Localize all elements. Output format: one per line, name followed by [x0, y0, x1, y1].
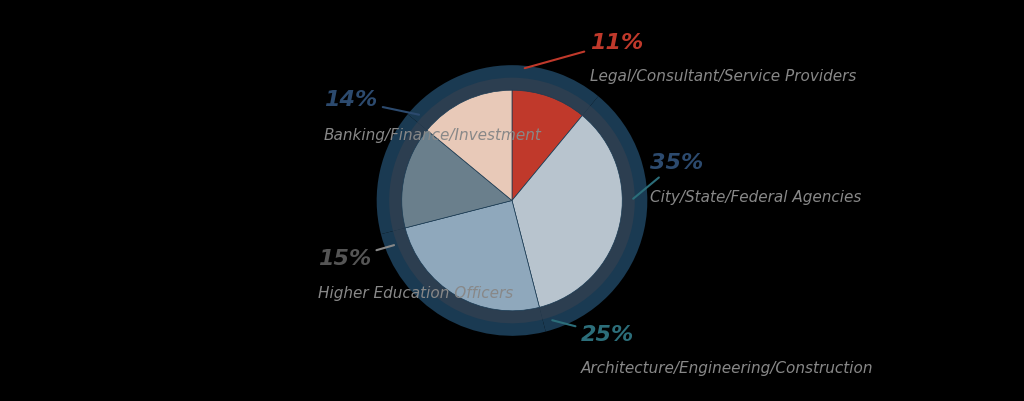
Wedge shape [512, 90, 583, 200]
Wedge shape [512, 96, 647, 332]
Wedge shape [418, 78, 512, 132]
Text: 25%: 25% [552, 320, 634, 344]
Text: City/State/Federal Agencies: City/State/Federal Agencies [650, 190, 861, 205]
Text: Architecture/Engineering/Construction: Architecture/Engineering/Construction [581, 361, 873, 376]
Wedge shape [377, 114, 512, 234]
Wedge shape [401, 130, 512, 228]
Wedge shape [406, 200, 540, 311]
Wedge shape [381, 200, 546, 336]
Wedge shape [427, 90, 512, 200]
Wedge shape [512, 115, 623, 307]
Text: Higher Education Officers: Higher Education Officers [317, 286, 513, 301]
Wedge shape [512, 65, 598, 200]
Text: 15%: 15% [317, 245, 394, 269]
Text: Legal/Consultant/Service Providers: Legal/Consultant/Service Providers [590, 69, 856, 84]
Text: 35%: 35% [633, 153, 703, 199]
Text: 11%: 11% [524, 32, 643, 68]
Wedge shape [408, 65, 512, 200]
Text: 14%: 14% [324, 90, 419, 115]
Wedge shape [393, 227, 543, 323]
Text: Banking/Finance/Investment: Banking/Finance/Investment [324, 128, 542, 143]
Wedge shape [389, 122, 429, 231]
Wedge shape [512, 78, 590, 117]
Wedge shape [539, 106, 635, 320]
